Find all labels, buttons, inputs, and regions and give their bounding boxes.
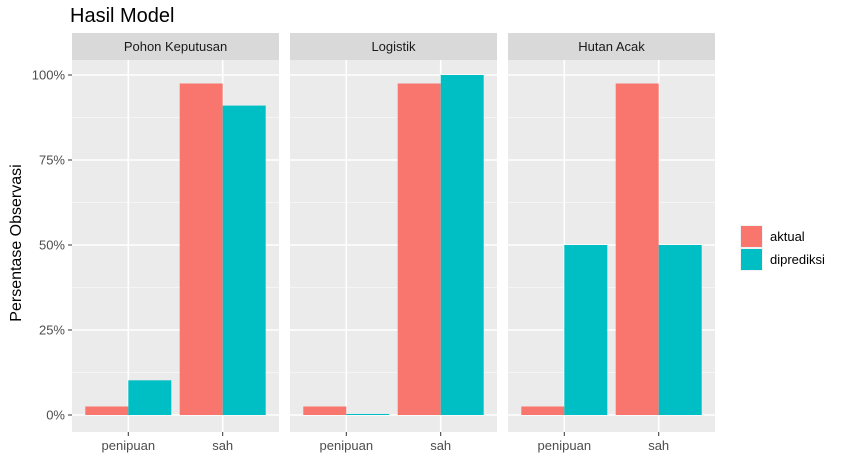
legend-label: diprediksi: [770, 252, 825, 267]
y-tick-label: 25%: [39, 323, 65, 338]
bar-aktual-sah: [615, 83, 659, 415]
bar-aktual-penipuan: [521, 406, 565, 415]
facet-panel: Logistik penipuan sah: [290, 33, 497, 453]
bar-aktual-sah: [179, 83, 223, 415]
bar-aktual-penipuan: [303, 406, 347, 415]
bar-aktual-sah: [397, 83, 441, 415]
y-axis-title: Persentase Observasi: [8, 164, 25, 321]
bar-aktual-penipuan: [85, 406, 129, 415]
y-tick-label: 100%: [32, 68, 66, 83]
bar-diprediksi-sah: [658, 245, 702, 415]
x-tick-label: sah: [212, 438, 233, 453]
facet-strip: [508, 33, 715, 60]
facet-panels: Pohon Keputusan penipuan sah Logistik penipu…: [72, 33, 715, 453]
bar-diprediksi-penipuan: [346, 413, 390, 415]
legend-key-aktual: [741, 226, 762, 247]
facet-panel: Hutan Acak penipuan sah: [508, 33, 715, 453]
x-tick-label: sah: [648, 438, 669, 453]
y-tick-label: 0%: [46, 408, 65, 423]
facet-strip: [290, 33, 497, 60]
bar-diprediksi-sah: [222, 105, 266, 415]
legend-label: aktual: [770, 229, 805, 244]
facet-strip-label: Hutan Acak: [578, 39, 645, 54]
facet-panel: Pohon Keputusan penipuan sah: [72, 33, 279, 453]
facet-strip-label: Pohon Keputusan: [124, 39, 227, 54]
bar-diprediksi-sah: [440, 75, 484, 415]
x-tick-label: penipuan: [102, 438, 156, 453]
x-tick-label: penipuan: [320, 438, 374, 453]
x-tick-label: penipuan: [538, 438, 592, 453]
facet-strip: [72, 33, 279, 60]
legend: aktual diprediksi: [740, 225, 825, 271]
y-tick-label: 50%: [39, 238, 65, 253]
chart-title: Hasil Model: [70, 5, 174, 27]
x-tick-label: sah: [430, 438, 451, 453]
y-tick-label: 75%: [39, 153, 65, 168]
bar-diprediksi-penipuan: [564, 245, 608, 415]
bar-diprediksi-penipuan: [128, 380, 172, 415]
facet-strip-label: Logistik: [371, 39, 416, 54]
legend-key-diprediksi: [741, 249, 762, 270]
y-axis: 0% 25% 50% 75% 100%: [32, 68, 72, 423]
